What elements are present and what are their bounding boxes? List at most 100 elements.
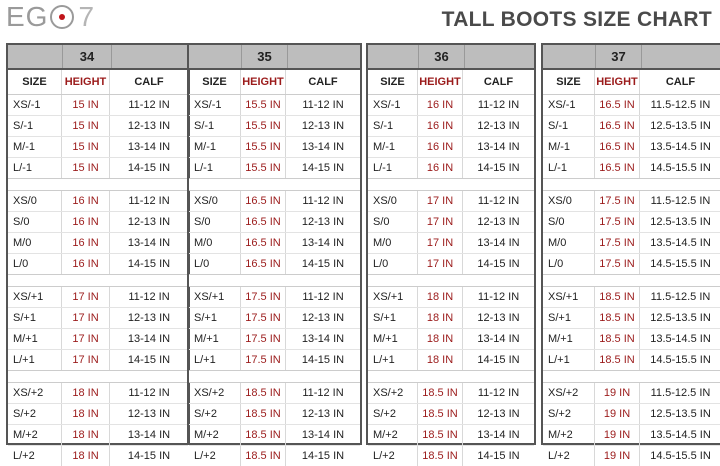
size-cell: S/0	[8, 212, 62, 232]
size-group: XS/+2 18.5 IN 11-12 IN S/+2 18.5 IN 12-13 IN M…	[368, 383, 534, 466]
table-row: XS/0 16 IN 11-12 IN	[8, 191, 188, 212]
height-cell: 18.5 IN	[418, 383, 463, 403]
height-cell: 15 IN	[62, 158, 110, 178]
column-header-calf: CALF	[134, 76, 164, 88]
size-cell: S/0	[543, 212, 595, 232]
calf-cell: 11.5-12.5 IN	[650, 291, 711, 303]
height-cell: 17.5 IN	[595, 212, 640, 232]
table-row: XS/+2 19 IN 11.5-12.5 IN	[543, 383, 720, 404]
table-row: M/+2 19 IN 13.5-14.5 IN	[543, 425, 720, 446]
height-cell: 17.5 IN	[241, 350, 286, 370]
height-cell: 18.5 IN	[418, 446, 463, 466]
table-header: 34	[8, 45, 188, 70]
header-spacer	[465, 45, 534, 68]
height-cell: 19 IN	[595, 446, 640, 466]
group-divider	[368, 370, 534, 383]
table-row: XS/-1 15 IN 11-12 IN	[8, 95, 188, 116]
calf-cell: 13-14 IN	[301, 429, 345, 441]
table-row: XS/+1 17 IN 11-12 IN	[8, 287, 188, 308]
group-divider	[8, 274, 188, 287]
height-cell: 18.5 IN	[241, 446, 286, 466]
calf-cell: 13-14 IN	[127, 429, 171, 441]
calf-cell: 11.5-12.5 IN	[650, 387, 711, 399]
calf-cell: 13.5-14.5 IN	[650, 141, 711, 153]
table-row: M/+1 17.5 IN 13-14 IN	[189, 329, 360, 350]
table-row: L/+2 18.5 IN 14-15 IN	[189, 446, 360, 466]
calf-cell: 14-15 IN	[127, 162, 171, 174]
size-cell: S/+2	[189, 404, 241, 424]
size-group: XS/-1 16 IN 11-12 IN S/-1 16 IN 12-13 IN M/-1 1…	[368, 95, 534, 178]
size-cell: XS/+1	[8, 287, 62, 307]
calf-cell: 11-12 IN	[302, 195, 344, 207]
calf-cell: 13-14 IN	[301, 333, 345, 345]
size-cell: M/+2	[368, 425, 418, 445]
calf-cell: 14-15 IN	[301, 450, 345, 462]
table-row: S/0 16 IN 12-13 IN	[8, 212, 188, 233]
size-cell: XS/-1	[8, 95, 62, 115]
calf-cell: 11-12 IN	[128, 387, 170, 399]
size-group: XS/-1 16.5 IN 11.5-12.5 IN S/-1 16.5 IN 12.5-…	[543, 95, 720, 178]
size-cell: L/+1	[189, 350, 241, 370]
height-cell: 16.5 IN	[595, 158, 640, 178]
calf-cell: 12.5-13.5 IN	[650, 120, 711, 132]
size-cell: S/+1	[189, 308, 241, 328]
column-header-calf: CALF	[483, 76, 514, 88]
table-row: M/+2 18.5 IN 13-14 IN	[189, 425, 360, 446]
group-divider	[189, 370, 360, 383]
logo-target-icon	[50, 5, 75, 29]
table-row: S/-1 16.5 IN 12.5-13.5 IN	[543, 116, 720, 137]
shoe-size-label: 35	[242, 45, 288, 68]
height-cell: 18 IN	[418, 350, 463, 370]
calf-cell: 12-13 IN	[127, 216, 171, 228]
calf-cell: 11-12 IN	[128, 99, 170, 111]
size-cell: L/+2	[543, 446, 595, 466]
calf-cell: 14-15 IN	[477, 162, 520, 174]
table-row: M/+1 18.5 IN 13.5-14.5 IN	[543, 329, 720, 350]
size-cell: S/-1	[368, 116, 418, 136]
table-row: XS/+2 18.5 IN 11-12 IN	[189, 383, 360, 404]
group-divider	[543, 370, 720, 383]
height-cell: 18.5 IN	[595, 308, 640, 328]
table-row: L/+1 18 IN 14-15 IN	[368, 350, 534, 370]
header-spacer	[8, 45, 63, 68]
calf-cell: 11.5-12.5 IN	[650, 99, 711, 111]
height-cell: 16 IN	[418, 137, 463, 157]
size-table-36: 36 SIZE HEIGHT CALF XS/-1 16 IN 11-12 IN S/-1 16…	[366, 43, 536, 466]
table-row: M/-1 16.5 IN 13.5-14.5 IN	[543, 137, 720, 158]
calf-cell: 14-15 IN	[477, 450, 520, 462]
size-cell: XS/0	[189, 191, 241, 211]
size-cell: M/-1	[543, 137, 595, 157]
table-row: S/0 17.5 IN 12.5-13.5 IN	[543, 212, 720, 233]
header-spacer	[288, 45, 360, 68]
height-cell: 18 IN	[62, 425, 110, 445]
size-cell: XS/+2	[8, 383, 62, 403]
table-row: L/+1 18.5 IN 14.5-15.5 IN	[543, 350, 720, 370]
height-cell: 16 IN	[62, 254, 110, 274]
size-cell: XS/+2	[368, 383, 418, 403]
table-row: M/0 16 IN 13-14 IN	[8, 233, 188, 254]
table-row: M/+2 18 IN 13-14 IN	[8, 425, 188, 446]
calf-cell: 13-14 IN	[127, 237, 171, 249]
column-headers: SIZE HEIGHT CALF	[189, 70, 360, 95]
column-header-height: HEIGHT	[62, 70, 110, 94]
group-divider	[368, 178, 534, 191]
calf-cell: 12-13 IN	[477, 312, 520, 324]
calf-cell: 12.5-13.5 IN	[650, 216, 711, 228]
height-cell: 18 IN	[418, 287, 463, 307]
height-cell: 16.5 IN	[595, 116, 640, 136]
table-row: L/+1 17.5 IN 14-15 IN	[189, 350, 360, 370]
size-cell: M/+2	[543, 425, 595, 445]
size-cell: S/+2	[8, 404, 62, 424]
size-group: XS/+2 18 IN 11-12 IN S/+2 18 IN 12-13 IN M/+2 1…	[8, 383, 188, 466]
height-cell: 18.5 IN	[418, 425, 463, 445]
calf-cell: 13-14 IN	[477, 333, 520, 345]
height-cell: 15.5 IN	[241, 95, 286, 115]
size-cell: XS/-1	[189, 95, 241, 115]
size-cell: L/-1	[543, 158, 595, 178]
height-cell: 18 IN	[62, 404, 110, 424]
calf-cell: 14-15 IN	[301, 162, 345, 174]
height-cell: 15 IN	[62, 137, 110, 157]
height-cell: 16 IN	[62, 212, 110, 232]
size-cell: L/+2	[8, 446, 62, 466]
size-cell: XS/0	[8, 191, 62, 211]
